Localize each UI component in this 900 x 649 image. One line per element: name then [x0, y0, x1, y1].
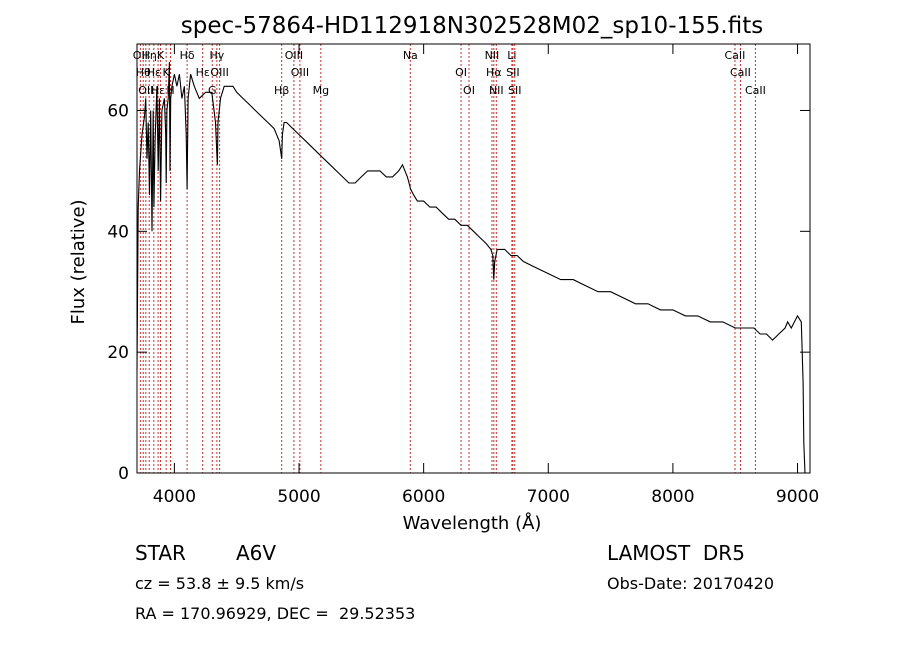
line-label: K — [157, 49, 165, 62]
line-label: Hγ — [209, 49, 224, 62]
y-tick-label: 20 — [107, 343, 129, 363]
obs-date: Obs-Date: 20170420 — [607, 574, 775, 593]
line-markers — [139, 44, 756, 473]
line-label: Mg — [313, 84, 329, 97]
line-label: CaII — [730, 66, 751, 79]
line-label: Li — [507, 49, 516, 62]
chart-title: spec-57864-HD112918N302528M02_sp10-155.f… — [181, 13, 763, 39]
line-label: Hα — [486, 66, 502, 79]
x-tick-label: 5000 — [277, 487, 320, 507]
line-label: SII — [508, 84, 521, 97]
line-label: Hθ — [136, 66, 151, 79]
line-label: SII — [506, 66, 519, 79]
plot-frame — [136, 43, 811, 474]
x-axis-label: Wavelength (Å) — [403, 512, 542, 534]
class-label: STAR — [135, 541, 186, 565]
line-label: Hδ — [180, 49, 195, 62]
subclass-label: A6V — [236, 541, 277, 565]
line-label: OIII — [291, 66, 309, 79]
line-label: OIII — [285, 49, 303, 62]
y-tick-label: 0 — [118, 464, 129, 484]
y-tick-label: 40 — [107, 222, 129, 242]
x-tick-label: 7000 — [527, 487, 570, 507]
line-label: NII — [485, 49, 500, 62]
line-label: H — [166, 84, 174, 97]
line-label: Hη — [142, 49, 157, 62]
line-label: G — [208, 84, 217, 97]
ra-dec: RA = 170.96929, DEC = 29.52353 — [135, 604, 416, 623]
x-tick-label: 6000 — [402, 487, 445, 507]
spectrum-series — [136, 62, 806, 474]
line-labels: OIIHθOIIHηHεHεKKHHδHεGHγOIIIHβOIIIOIIIMg… — [133, 49, 766, 97]
line-label: OIII — [210, 66, 228, 79]
x-tick-label: 8000 — [651, 487, 694, 507]
line-label: Na — [403, 49, 418, 62]
x-tick-label: 4000 — [153, 487, 196, 507]
y-tick-label: 60 — [107, 101, 129, 121]
line-label: Hε — [147, 66, 161, 79]
line-label: Hε — [151, 84, 165, 97]
y-axis-label: Flux (relative) — [68, 199, 89, 324]
x-axis: 4000 5000 6000 7000 8000 9000 — [153, 44, 819, 507]
survey-label: LAMOST DR5 — [607, 541, 745, 565]
line-label: CaII — [745, 84, 766, 97]
y-axis: 0 20 40 60 — [107, 101, 810, 484]
line-label: OI — [463, 84, 475, 97]
line-label: CaII — [725, 49, 746, 62]
x-tick-label: 9000 — [776, 487, 819, 507]
line-label: Hβ — [274, 84, 289, 97]
line-label: NII — [489, 84, 504, 97]
line-label: OI — [455, 66, 467, 79]
cz-value: cz = 53.8 ± 9.5 km/s — [135, 574, 305, 593]
line-label: Hε — [196, 66, 210, 79]
line-label: K — [163, 66, 171, 79]
line-label: OII — [138, 84, 153, 97]
